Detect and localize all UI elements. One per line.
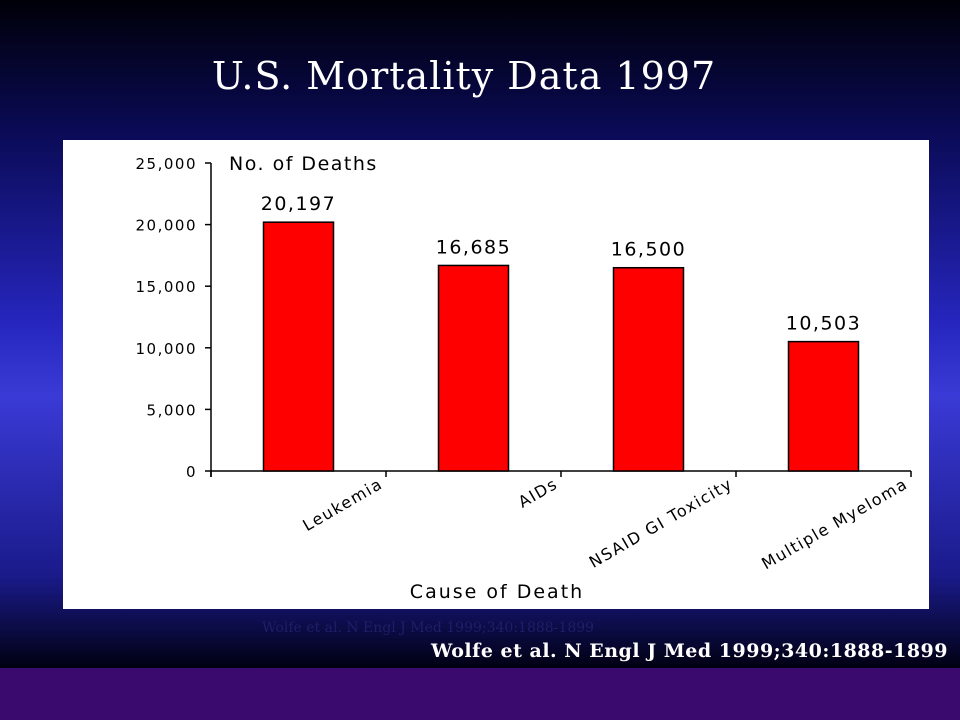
- bar-value-label: 16,500: [611, 239, 686, 261]
- bar: [264, 222, 334, 471]
- citation: Wolfe et al. N Engl J Med 1999;340:1888-…: [431, 640, 948, 662]
- slide-title: U.S. Mortality Data 1997: [0, 54, 928, 98]
- x-axis-title: Cause of Death: [410, 581, 584, 603]
- y-tick-label: 5,000: [147, 401, 197, 419]
- bar: [614, 268, 684, 471]
- footer-band: [0, 668, 960, 720]
- category-label: NSAID GI Toxicity: [586, 474, 736, 572]
- y-tick-label: 0: [186, 463, 197, 481]
- category-label: Multiple Myeloma: [758, 474, 911, 573]
- y-tick-label: 20,000: [136, 217, 198, 235]
- bar-value-label: 10,503: [786, 313, 861, 335]
- chart-panel: 0 5,000 10,000 15,000 20,000 25,000 No. of Dea…: [63, 140, 929, 609]
- bar: [439, 265, 509, 471]
- y-tick-label: 15,000: [136, 278, 198, 296]
- category-label: AIDs: [515, 474, 561, 512]
- bar: [789, 342, 859, 471]
- y-axis-title: No. of Deaths: [229, 153, 378, 175]
- bar-value-label: 20,197: [261, 193, 336, 215]
- y-tick-label: 10,000: [136, 340, 198, 358]
- category-label: Leukemia: [299, 474, 386, 535]
- y-tick-label: 25,000: [136, 155, 198, 173]
- bar-value-label: 16,685: [436, 236, 511, 258]
- citation-shadow-text: Wolfe et al. N Engl J Med 1999;340:1888-…: [262, 620, 594, 636]
- bar-chart: 0 5,000 10,000 15,000 20,000 25,000 No. of Dea…: [63, 140, 929, 609]
